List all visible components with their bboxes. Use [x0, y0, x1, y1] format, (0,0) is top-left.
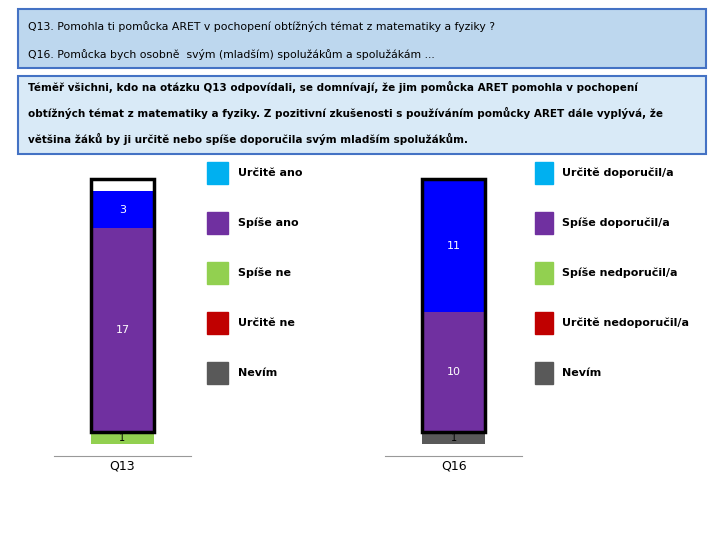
- Text: Spíše nedporučil/a: Spíše nedporučil/a: [562, 267, 677, 278]
- Text: Určitě doporučil/a: Určitě doporučil/a: [562, 167, 673, 178]
- Text: Q13. Pomohla ti pomůcka ARET v pochopení obtížných témat z matematiky a fyziky ?: Q13. Pomohla ti pomůcka ARET v pochopení…: [28, 21, 495, 32]
- Text: Spíše ne: Spíše ne: [238, 267, 291, 278]
- Bar: [91, 192, 154, 227]
- Text: Q16. Pomůcka bych osobně  svým (mladším) spolužákům a spolužákám ...: Q16. Pomůcka bych osobně svým (mladším) …: [28, 49, 435, 60]
- Bar: [534, 362, 552, 384]
- Text: Určitě nedoporučil/a: Určitě nedoporučil/a: [562, 318, 688, 328]
- Bar: [91, 227, 154, 432]
- Text: Nevím: Nevím: [562, 368, 601, 377]
- Bar: [422, 432, 485, 444]
- Text: většina žáků by ji určitě nebo spíše doporučila svým mladším spolužákům.: většina žáků by ji určitě nebo spíše dop…: [28, 133, 468, 145]
- Text: Určitě ano: Určitě ano: [238, 168, 302, 178]
- Bar: [207, 262, 228, 285]
- Bar: [534, 163, 552, 185]
- Bar: [534, 312, 552, 334]
- Bar: [422, 179, 485, 432]
- Text: Téměř všichni, kdo na otázku Q13 odpovídali, se domnívají, že jim pomůcka ARET p: Téměř všichni, kdo na otázku Q13 odpovíd…: [28, 81, 638, 93]
- Text: Určitě ne: Určitě ne: [238, 318, 294, 328]
- Text: 11: 11: [446, 241, 461, 251]
- Text: Spíše ano: Spíše ano: [238, 218, 298, 228]
- Bar: [422, 179, 485, 312]
- Bar: [207, 362, 228, 384]
- Bar: [207, 312, 228, 334]
- Text: 10: 10: [446, 367, 461, 377]
- Text: 1: 1: [120, 433, 125, 443]
- Text: obtížných témat z matematiky a fyziky. Z pozitivní zkušenosti s používáním pomůc: obtížných témat z matematiky a fyziky. Z…: [28, 107, 663, 119]
- FancyBboxPatch shape: [18, 76, 706, 154]
- Text: 3: 3: [119, 205, 126, 214]
- Text: 1: 1: [451, 433, 456, 443]
- Bar: [422, 312, 485, 432]
- FancyBboxPatch shape: [18, 9, 706, 68]
- Bar: [534, 212, 552, 234]
- Bar: [534, 262, 552, 285]
- Bar: [207, 163, 228, 185]
- Text: Spíše doporučil/a: Spíše doporučil/a: [562, 218, 670, 228]
- Bar: [91, 179, 154, 432]
- Bar: [91, 432, 154, 444]
- Bar: [207, 212, 228, 234]
- Text: Nevím: Nevím: [238, 368, 277, 377]
- Text: 17: 17: [115, 325, 130, 335]
